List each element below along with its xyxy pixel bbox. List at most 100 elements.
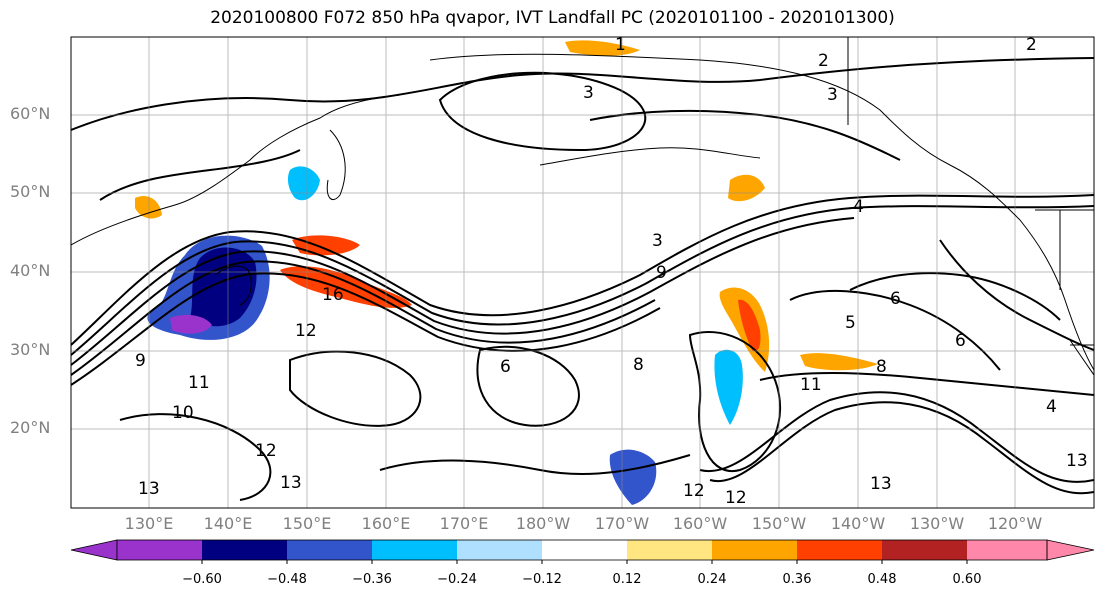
contour-label: 11 <box>188 373 210 393</box>
colorbar-label: −0.24 <box>437 572 477 587</box>
colorbar-label: 0.60 <box>952 572 982 587</box>
contour-label: 3 <box>652 231 663 251</box>
contour-line <box>849 272 1061 321</box>
colorbar-extend-high <box>1046 539 1095 561</box>
positive-anomaly-east-core <box>738 299 761 352</box>
contour-label: 12 <box>255 441 277 461</box>
contour-line <box>759 372 1094 396</box>
colorbar <box>70 539 1095 564</box>
lon-label: 160°E <box>361 514 411 533</box>
contour-label: 9 <box>656 263 667 283</box>
contour-line <box>709 401 1094 495</box>
colorbar-segment <box>627 540 712 560</box>
lon-label: 160°W <box>672 514 728 533</box>
graticule <box>71 37 1094 508</box>
colorbar-segment <box>967 540 1047 560</box>
contour-label: 1 <box>615 35 626 55</box>
colorbar-label: −0.48 <box>267 572 307 587</box>
colorbar-segment <box>117 540 202 560</box>
contour-label: 3 <box>583 83 594 103</box>
contour-label: 2 <box>818 51 829 71</box>
contour-label: 10 <box>172 403 194 423</box>
contour-label: 4 <box>1046 397 1057 417</box>
contour-labels: 1 2 2 3 3 3 4 4 5 6 6 6 8 8 9 9 10 11 11… <box>135 35 1088 508</box>
coastlines <box>71 53 1094 376</box>
coastline-baja <box>1069 339 1094 376</box>
contour-line <box>289 350 422 427</box>
colorbar-extend-low <box>70 539 118 561</box>
lon-label: 150°W <box>751 514 807 533</box>
contour-label: 9 <box>135 351 146 371</box>
lon-label: 170°E <box>439 514 489 533</box>
lon-label: 140°E <box>203 514 253 533</box>
contour-label: 8 <box>876 357 887 377</box>
colorbar-label: 0.36 <box>782 572 812 587</box>
lat-label: 60°N <box>10 104 51 123</box>
colorbar-segment <box>797 540 882 560</box>
lon-label: 130°W <box>909 514 965 533</box>
contour-line <box>119 413 272 501</box>
contour-line <box>71 260 656 376</box>
lon-label: 150°E <box>282 514 332 533</box>
contour-line <box>699 391 1094 483</box>
contour-line <box>71 205 1094 356</box>
colorbar-label: −0.12 <box>522 572 562 587</box>
contour-label: 6 <box>500 357 511 377</box>
coastline-aleutians <box>539 147 761 166</box>
contour-label: 6 <box>955 331 966 351</box>
lat-label: 30°N <box>10 340 51 359</box>
colorbar-label: 0.24 <box>697 572 727 587</box>
lat-label: 40°N <box>10 261 51 280</box>
contour-label: 13 <box>870 474 892 494</box>
contour-label: 5 <box>845 313 856 333</box>
colorbar-segment <box>202 540 287 560</box>
colorbar-ticks <box>201 560 968 564</box>
colorbar-segment <box>542 540 627 560</box>
positive-anomaly-arctic <box>565 40 640 56</box>
coastline-north-america <box>949 164 1094 371</box>
lon-label: 120°W <box>987 514 1043 533</box>
contour-label: 4 <box>853 197 864 217</box>
contour-label: 13 <box>280 473 302 493</box>
lon-label: 180°W <box>515 514 571 533</box>
political-borders <box>847 37 1094 346</box>
contour-line <box>71 194 1094 346</box>
lat-label: 20°N <box>10 418 51 437</box>
contour-label: 13 <box>1066 451 1088 471</box>
contour-line <box>379 454 691 475</box>
colorbar-segment <box>457 540 542 560</box>
contour-line <box>789 289 1001 371</box>
positive-anomaly-alaska <box>728 174 765 202</box>
map-title: 2020100800 F072 850 hPa qvapor, IVT Land… <box>210 8 895 28</box>
lon-label: 140°W <box>830 514 886 533</box>
contour-label: 6 <box>890 289 901 309</box>
colorbar-label: −0.36 <box>352 572 392 587</box>
coastline-alaska <box>429 53 951 166</box>
contour-line <box>939 239 1094 351</box>
negative-anomaly-south <box>609 449 657 505</box>
contour-label: 12 <box>295 321 317 341</box>
colorbar-segment <box>372 540 457 560</box>
colorbar-label: −0.60 <box>182 572 222 587</box>
contour-label: 12 <box>683 481 705 501</box>
colorbar-segment <box>882 540 967 560</box>
contour-line <box>71 272 661 386</box>
colorbar-label: 0.48 <box>867 572 897 587</box>
lon-label: 170°W <box>594 514 650 533</box>
negative-anomaly-core-west <box>190 247 257 327</box>
colorbar-label: 0.12 <box>612 572 642 587</box>
colorbar-frame <box>116 539 1048 561</box>
contour-line <box>438 71 647 152</box>
colorbar-segment <box>287 540 372 560</box>
coastline-japan <box>214 265 252 306</box>
contour-label: 8 <box>633 355 644 375</box>
coastline-kamchatka <box>326 129 346 200</box>
negative-anomaly-purple <box>170 314 212 334</box>
contour-label: 2 <box>1026 35 1037 55</box>
contour-label: 11 <box>800 375 822 395</box>
map-frame <box>70 36 1095 509</box>
contour-line <box>99 149 301 201</box>
contour-line <box>71 57 1094 131</box>
qvapor-shading <box>135 40 878 505</box>
